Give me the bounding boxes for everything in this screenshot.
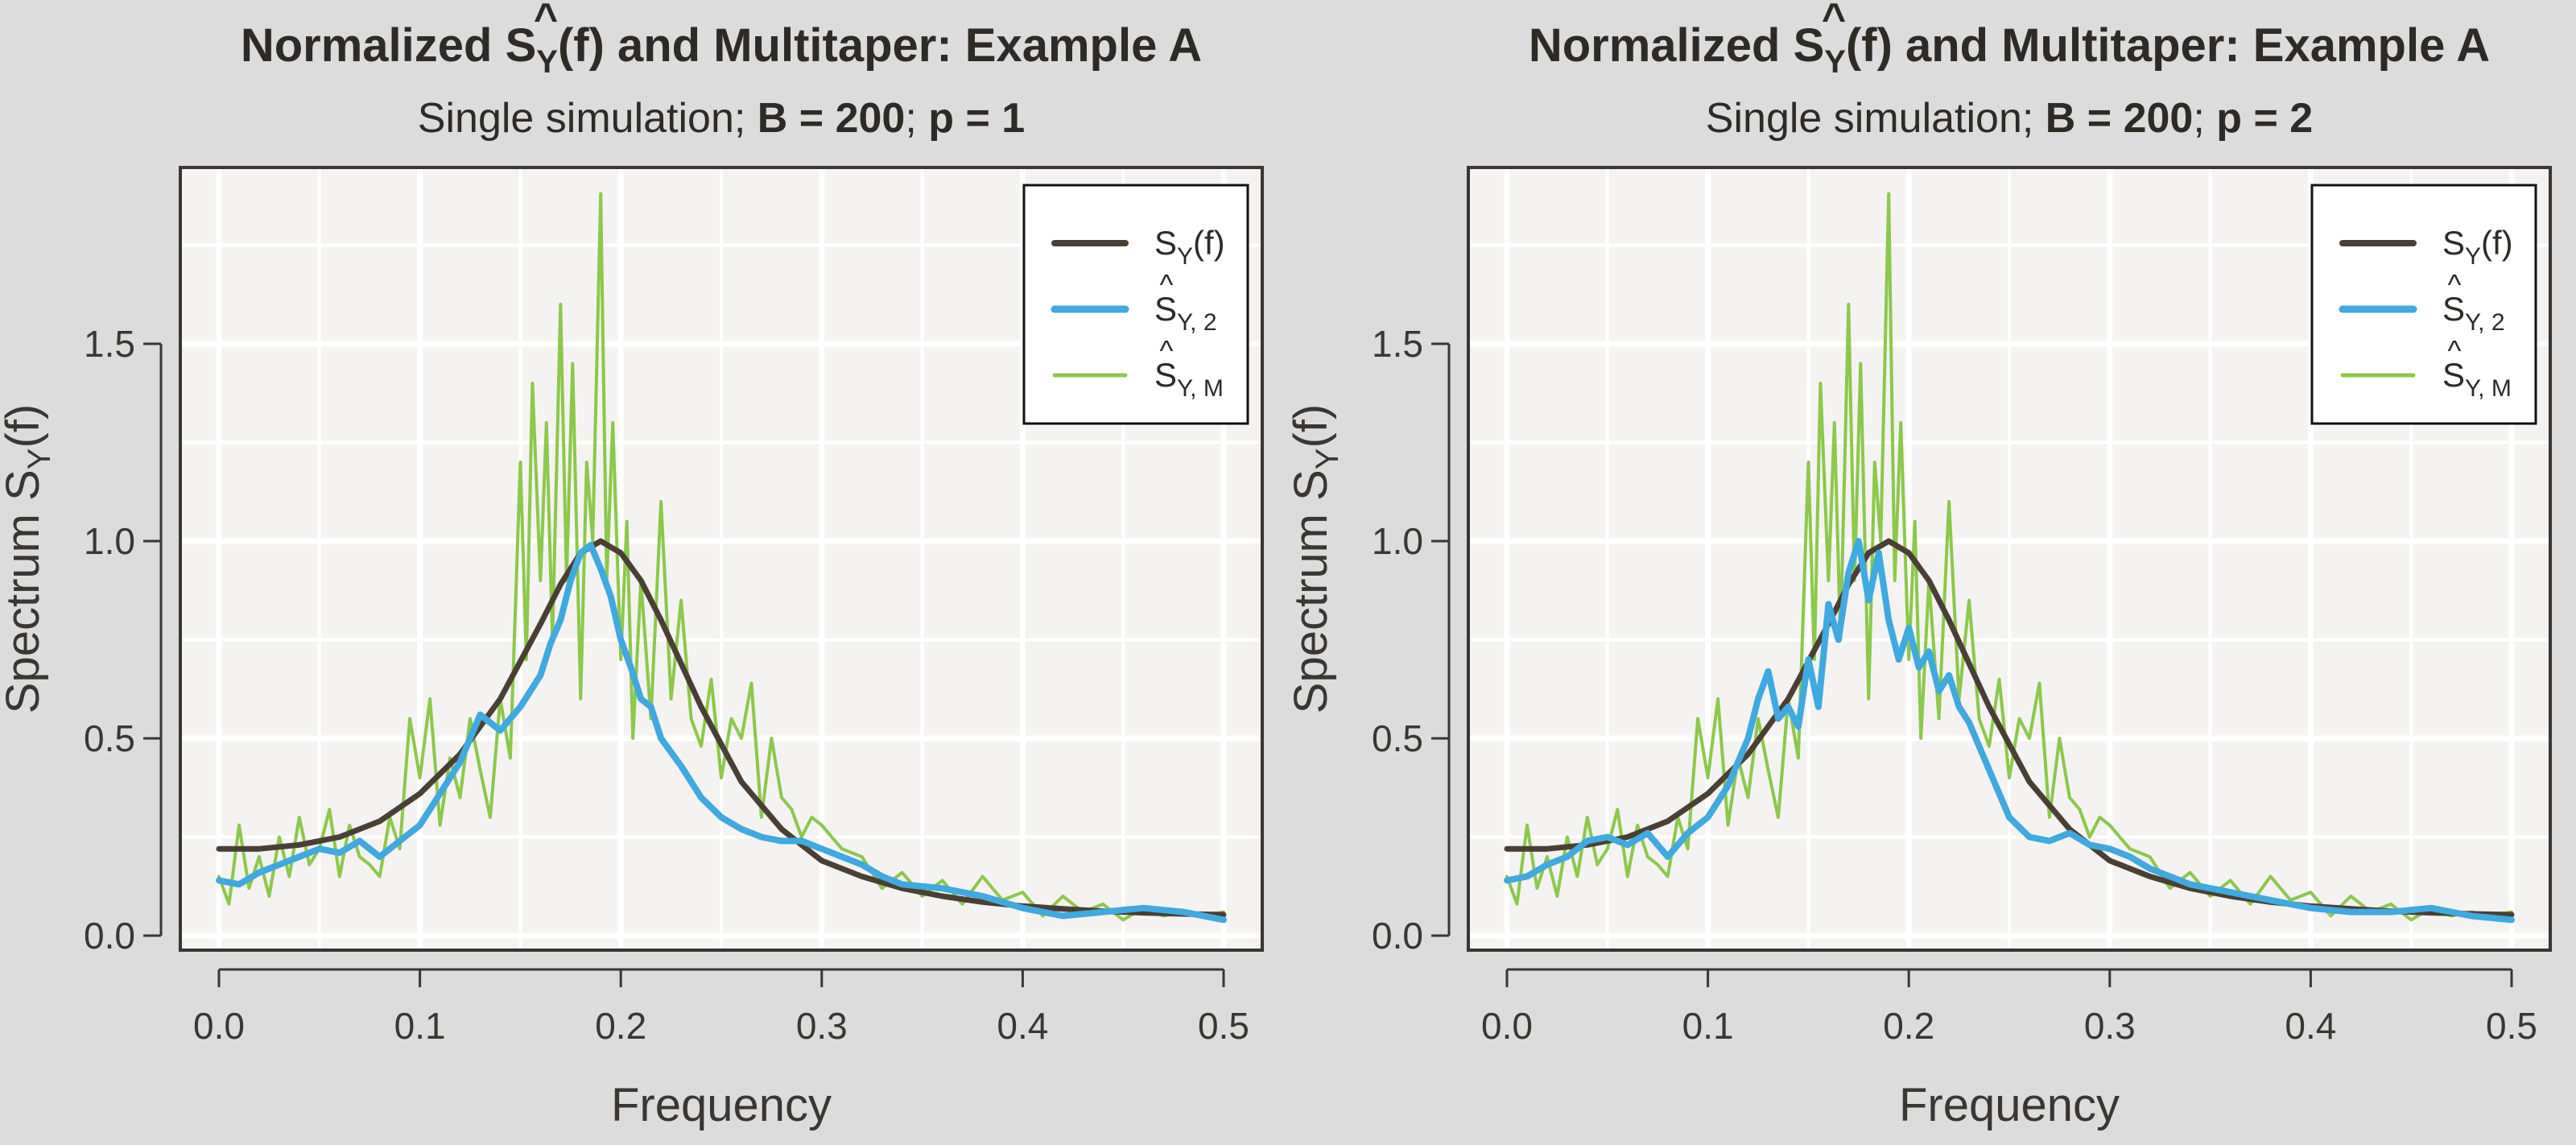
x-tick-label: 0.2 <box>1883 1005 1934 1047</box>
x-tick-label: 0.5 <box>2486 1005 2537 1047</box>
legend-label-main: S <box>2442 290 2465 328</box>
y-axis: 0.0 0.5 1.0 1.5 <box>84 323 163 957</box>
legend-label-3: SY, M <box>1154 356 1224 402</box>
chart-subtitle-d: p = 1 <box>928 95 1025 142</box>
legend: SY(f)SY, 2^SY, M^ <box>2310 184 2537 425</box>
chart-title-suffix: (f) and Multitaper: Example A <box>558 19 1202 72</box>
x-tick-label: 0.0 <box>1481 1005 1533 1047</box>
y-tick-label: 1.5 <box>84 323 135 365</box>
chart-title-prefix: Normalized <box>1529 19 1794 72</box>
legend-label-1: SY(f) <box>1154 224 1225 270</box>
plot-frame <box>1467 166 2552 952</box>
plot-frame <box>179 166 1264 952</box>
legend-box <box>2310 184 2537 425</box>
y-axis-label: Spectrum SY(f) <box>0 404 57 713</box>
true-spectrum-line <box>216 538 1227 918</box>
y-axis-label-main: Spectrum S <box>1285 469 1337 713</box>
y-tick-label: 0.5 <box>1372 717 1423 759</box>
x-tick-label: 0.2 <box>595 1005 646 1047</box>
legend-label-sub: Y <box>1177 243 1193 270</box>
legend-label-2: SY, 2 <box>1154 290 1217 336</box>
y-axis-label-sub: Y <box>22 448 57 470</box>
chart-subtitle: Single simulation; B = 200; p = 2 <box>1706 95 2313 142</box>
legend-label-main: S <box>1154 356 1177 394</box>
legend-label-main: S <box>2442 224 2465 262</box>
legend-hat: ^ <box>1160 334 1174 367</box>
legend-label-sub: Y, M <box>2465 375 2512 402</box>
chart-title-hat: ^ <box>534 0 558 42</box>
legend-hat: ^ <box>2448 334 2462 367</box>
chart-subtitle-b: B = 200 <box>2046 95 2194 142</box>
multitaper-line <box>1505 192 2513 922</box>
x-tick-label: 0.0 <box>193 1005 245 1047</box>
y-axis-label: Spectrum SY(f) <box>1285 404 1345 713</box>
legend-label-sub: Y, M <box>1177 375 1224 402</box>
estimate-line <box>216 541 1227 924</box>
chart-subtitle-d: p = 2 <box>2216 95 2313 142</box>
legend-label-sub: Y, 2 <box>2465 309 2505 336</box>
x-tick-label: 0.1 <box>1682 1005 1734 1047</box>
legend-hat: ^ <box>2448 268 2462 301</box>
series-group <box>216 192 1227 924</box>
chart-title-prefix: Normalized <box>241 19 506 72</box>
x-axis: 0.0 0.1 0.2 0.3 0.4 0.5 <box>1481 968 2537 1047</box>
legend-label-sub: Y, 2 <box>1177 309 1217 336</box>
x-tick-label: 0.3 <box>796 1005 848 1047</box>
chart-subtitle-c: ; <box>2193 95 2216 142</box>
chart-subtitle-a: Single simulation; <box>418 95 758 142</box>
y-axis-label-end: (f) <box>0 404 49 448</box>
y-tick-label: 1.5 <box>1372 323 1423 365</box>
x-tick-label: 0.5 <box>1198 1005 1249 1047</box>
legend-label-main: S <box>2442 356 2465 394</box>
chart-title-sub: Y <box>536 44 558 80</box>
y-tick-label: 0.0 <box>84 915 135 957</box>
legend-label-2: SY, 2 <box>2442 290 2505 336</box>
x-tick-label: 0.1 <box>394 1005 446 1047</box>
chart-title: Normalized SY(f) and Multitaper: Example… <box>1529 19 2490 80</box>
legend-label-sub: Y <box>2465 243 2481 270</box>
legend-label-1: SY(f) <box>2442 224 2513 270</box>
legend: SY(f)SY, 2^SY, M^ <box>1022 184 1249 425</box>
chart-title: Normalized SY(f) and Multitaper: Example… <box>241 19 1202 80</box>
x-axis: 0.0 0.1 0.2 0.3 0.4 0.5 <box>193 968 1249 1047</box>
y-axis-label-main: Spectrum S <box>0 469 49 713</box>
y-tick-label: 1.0 <box>1372 520 1423 562</box>
x-axis-label: Frequency <box>1899 1079 2120 1131</box>
legend-label-main: S <box>1154 290 1177 328</box>
legend-label-tail: (f) <box>2481 224 2513 262</box>
y-axis: 0.0 0.5 1.0 1.5 <box>1372 323 1451 957</box>
chart-title-s: S <box>1794 19 1825 72</box>
x-tick-label: 0.4 <box>2285 1005 2336 1047</box>
estimate-line <box>1504 538 2515 924</box>
chart-title-hat: ^ <box>1822 0 1846 42</box>
y-tick-label: 0.0 <box>1372 915 1423 957</box>
legend-label-main: S <box>1154 224 1177 262</box>
chart-subtitle-a: Single simulation; <box>1706 95 2046 142</box>
chart-title-sub: Y <box>1824 44 1846 80</box>
chart-title-suffix: (f) and Multitaper: Example A <box>1846 19 2490 72</box>
legend-label-tail: (f) <box>1193 224 1225 262</box>
chart-subtitle-b: B = 200 <box>758 95 906 142</box>
chart-panel-1: 0.0 0.1 0.2 0.3 0.4 0.5 Frequency 0.0 0.5 1.0 1.5 S… <box>0 0 1264 1131</box>
legend-label-3: SY, M <box>2442 356 2512 402</box>
chart-title-s: S <box>506 19 537 72</box>
legend-hat: ^ <box>1160 268 1174 301</box>
y-axis-label-sub: Y <box>1310 448 1345 470</box>
y-axis-label-end: (f) <box>1285 404 1337 448</box>
legend-box <box>1022 184 1249 425</box>
chart-subtitle-c: ; <box>905 95 928 142</box>
series-group <box>1504 192 2515 924</box>
chart-panel-2: 0.0 0.1 0.2 0.3 0.4 0.5 Frequency 0.0 0.5 1.0 1.5 S… <box>1285 0 2552 1131</box>
x-tick-label: 0.3 <box>2084 1005 2136 1047</box>
y-tick-label: 1.0 <box>84 520 135 562</box>
y-tick-label: 0.5 <box>84 717 135 759</box>
x-axis-label: Frequency <box>611 1079 832 1131</box>
chart-subtitle: Single simulation; B = 200; p = 1 <box>418 95 1025 142</box>
x-tick-label: 0.4 <box>997 1005 1048 1047</box>
